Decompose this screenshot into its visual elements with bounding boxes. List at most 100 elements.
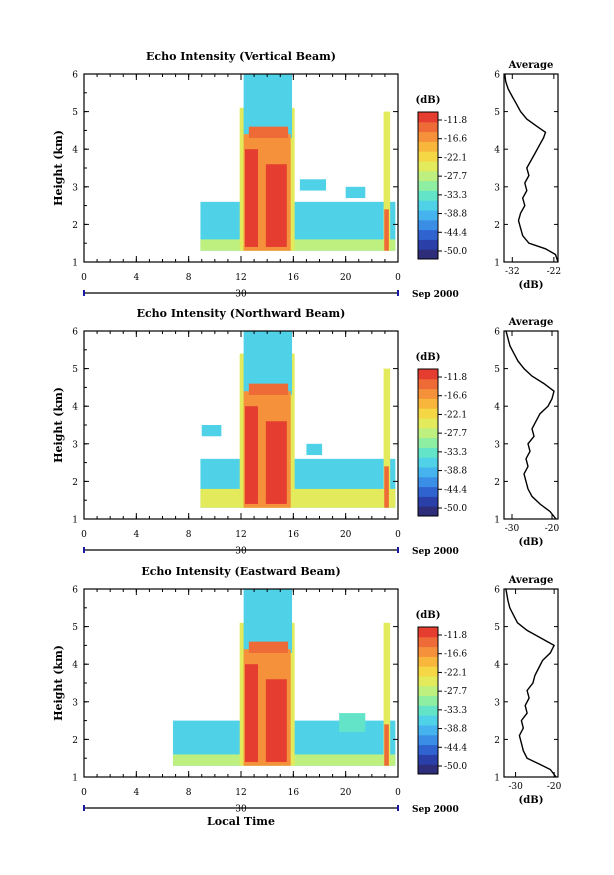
colorbar-tick-label: -11.8 [444, 116, 467, 126]
avg-y-tick-label: 3 [494, 440, 500, 450]
colorbar-swatch [418, 190, 438, 201]
colorbar-tick-label: -44.4 [444, 485, 467, 495]
avg-y-tick-label: 4 [494, 403, 500, 413]
y-tick-label: 1 [72, 259, 78, 269]
panel-title: Echo Intensity (Northward Beam) [137, 307, 346, 320]
colorbar-swatch [418, 378, 438, 390]
colorbar-tick-label: -44.4 [444, 228, 467, 238]
colorbar-tick-label: -27.7 [444, 687, 467, 697]
colorbar-swatch [418, 249, 438, 260]
colorbar-tick-label: -16.6 [444, 650, 467, 660]
echo-region [248, 126, 289, 138]
colorbar-swatch [418, 229, 438, 240]
y-axis-label: Height (km) [52, 387, 65, 463]
panel-title: Echo Intensity (Eastward Beam) [141, 565, 340, 578]
average-frame [503, 330, 559, 520]
colorbar-swatch [418, 467, 438, 478]
avg-y-tick-label: 6 [494, 586, 500, 596]
colorbar-swatch [418, 180, 438, 191]
colorbar-tick-label: -22.1 [444, 410, 467, 420]
average-title: Average [508, 575, 554, 586]
colorbar-swatch [418, 112, 438, 123]
echo-region [299, 179, 327, 191]
y-tick-label: 3 [72, 698, 78, 708]
colorbar-swatch [418, 676, 438, 687]
y-tick-label: 5 [72, 623, 78, 633]
average-panel: Average 1 2 3 4 5 6 -30 -20(dB) [494, 575, 561, 806]
avg-y-tick-label: 3 [494, 698, 500, 708]
x-axis-label: Local Time [207, 815, 275, 828]
colorbar-tick-label: -44.4 [444, 743, 467, 753]
avg-x-tick-label: -20 [545, 524, 560, 534]
echo-region [384, 466, 389, 508]
avg-y-tick-label: 4 [494, 661, 500, 671]
average-x-label: (dB) [519, 795, 544, 806]
x-tick-label: 8 [186, 788, 192, 798]
average-panel: Average 1 2 3 4 5 6 -32 -22(dB) [494, 60, 561, 291]
colorbar-swatch [418, 170, 438, 182]
y-tick-label: 4 [72, 403, 78, 413]
x-tick-label: 12 [235, 788, 246, 798]
colorbar-tick-label: -50.0 [444, 247, 467, 257]
colorbar-swatch [418, 210, 438, 221]
y-tick-label: 1 [72, 774, 78, 784]
x-tick-label: 0 [395, 273, 401, 283]
echo-region [248, 641, 289, 653]
y-tick-label: 1 [72, 516, 78, 526]
average-profile-line [505, 330, 557, 520]
colorbar-swatch [418, 627, 438, 638]
x-tick-label: 0 [395, 788, 401, 798]
colorbar-tick-label: -50.0 [444, 762, 467, 772]
x-tick-label: 20 [340, 273, 352, 283]
colorbar: (dB)-11.8 -16.6 -22.1 -27.7 -33.3 -38.8 -44.4 -… [416, 610, 467, 775]
colorbar-tick-label: -16.6 [444, 392, 467, 402]
colorbar-swatch [418, 725, 438, 736]
echo-region [265, 164, 287, 247]
colorbar-swatch [418, 754, 438, 765]
echo-region [339, 713, 366, 732]
y-tick-label: 4 [72, 146, 78, 156]
x-tick-label: 4 [133, 530, 139, 540]
x-tick-label: 12 [235, 530, 246, 540]
average-panel: Average 1 2 3 4 5 6 -30 -20(dB) [494, 317, 559, 548]
avg-y-tick-label: 2 [494, 736, 500, 746]
day-label: 30 [235, 547, 247, 557]
colorbar-swatch [418, 744, 438, 755]
echo-region [383, 111, 391, 251]
y-tick-label: 4 [72, 661, 78, 671]
colorbar-swatch [418, 121, 438, 133]
colorbar-tick-label: -50.0 [444, 504, 467, 514]
y-tick-label: 6 [72, 71, 78, 81]
average-profile-line [504, 73, 559, 263]
colorbar-frame [417, 368, 439, 517]
colorbar-swatch [418, 239, 438, 250]
colorbar-swatch [418, 646, 438, 657]
x-tick-label: 0 [81, 530, 87, 540]
colorbar-swatch [418, 685, 438, 697]
echo-region [265, 679, 287, 762]
colorbar-tick-label: -11.8 [444, 631, 467, 641]
colorbar-swatch [418, 636, 438, 648]
echo-region [265, 421, 287, 504]
panel-title: Echo Intensity (Vertical Beam) [146, 50, 336, 63]
avg-y-tick-label: 6 [494, 71, 500, 81]
y-tick-label: 6 [72, 328, 78, 338]
colorbar-frame [417, 626, 439, 775]
echo-region [200, 239, 396, 251]
colorbar-tick-label: -33.3 [444, 191, 467, 201]
x-tick-label: 4 [133, 788, 139, 798]
day-label: 30 [235, 805, 247, 815]
colorbar-swatch [418, 437, 438, 448]
colorbar-swatch [418, 369, 438, 380]
colorbar-swatch [418, 408, 438, 419]
colorbar-swatch [418, 476, 438, 488]
avg-y-tick-label: 4 [494, 146, 500, 156]
echo-region [244, 149, 259, 247]
colorbar-swatch [418, 131, 438, 142]
average-frame [503, 588, 559, 778]
date-label: Sep 2000 [412, 805, 459, 815]
colorbar-unit: (dB) [416, 610, 441, 621]
colorbar-tick-label: -33.3 [444, 448, 467, 458]
colorbar-swatch [418, 161, 438, 172]
echo-region [384, 209, 389, 251]
